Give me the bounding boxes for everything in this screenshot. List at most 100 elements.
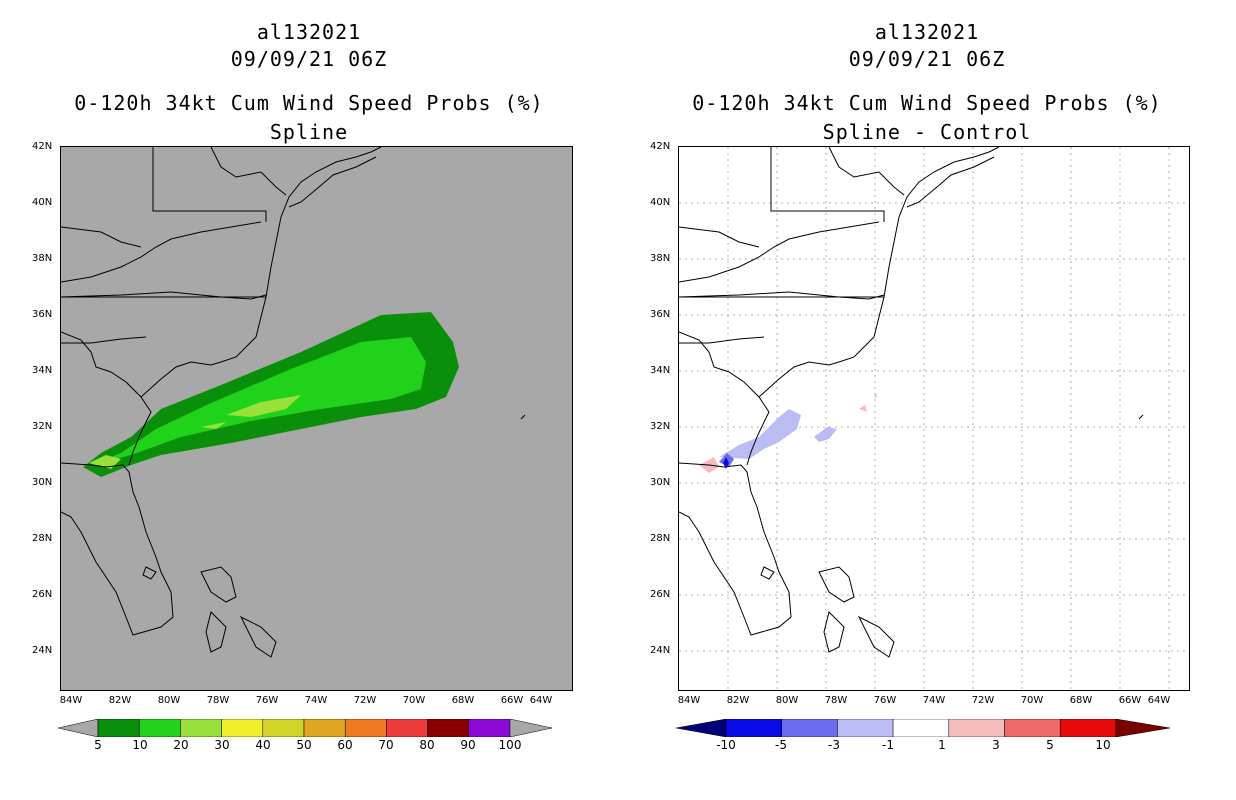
lon-label: 64W	[529, 695, 553, 706]
colorbar-label: -3	[828, 738, 840, 752]
colorbar-cap-low	[58, 719, 99, 737]
colorbar-label: 60	[337, 738, 353, 752]
colorbar-label: 70	[378, 738, 394, 752]
colorbar-swatch	[262, 719, 305, 737]
colorbar-swatch	[138, 719, 181, 737]
colorbar-label: -5	[775, 738, 787, 752]
colorbar-label: 50	[296, 738, 312, 752]
colorbar-label: -10	[716, 738, 736, 752]
lon-label: 70W	[402, 695, 426, 706]
colorbar-cap-high	[1115, 719, 1171, 737]
lon-label: 76W	[255, 695, 279, 706]
lon-label: 76W	[873, 695, 897, 706]
colorbar-swatch	[725, 719, 782, 737]
colorbar-label: 100	[498, 738, 522, 752]
lat-label: 32N	[650, 421, 671, 432]
lat-label: 34N	[650, 365, 671, 376]
storm-id-title: al132021	[874, 20, 980, 44]
map-canvas	[61, 147, 526, 658]
lat-label: 26N	[650, 589, 671, 600]
colorbar-swatch	[1004, 719, 1061, 737]
colorbar-cap-high	[509, 719, 553, 737]
storm-id-title: al132021	[256, 20, 362, 44]
lat-label: 36N	[32, 309, 53, 320]
lon-label: 82W	[726, 695, 750, 706]
contour-20-30	[226, 395, 301, 417]
product-subtitle: Spline - Control	[822, 120, 1032, 144]
lon-label: 66W	[500, 695, 524, 706]
colorbar-swatch	[386, 719, 428, 737]
contour-minus-1-to-minus-3b	[814, 427, 837, 442]
product-title: 0-120h 34kt Cum Wind Speed Probs (%)	[74, 91, 544, 115]
colorbar-label: -1	[882, 738, 894, 752]
colorbar-label: 10	[1095, 738, 1111, 752]
difference-map	[678, 146, 1190, 691]
lon-label: 70W	[1020, 695, 1044, 706]
lon-label: 78W	[206, 695, 230, 706]
colorbar-swatch	[837, 719, 894, 737]
colorbar-label: 80	[419, 738, 435, 752]
colorbar	[676, 719, 1171, 737]
lon-label: 72W	[971, 695, 995, 706]
lon-label: 74W	[922, 695, 946, 706]
lat-label: 30N	[32, 477, 53, 488]
contour-plus-1b	[859, 405, 867, 412]
lon-label: 66W	[1118, 695, 1142, 706]
contour-minus-10	[723, 457, 729, 469]
product-title: 0-120h 34kt Cum Wind Speed Probs (%)	[692, 91, 1162, 115]
coastlines	[61, 147, 526, 658]
lon-label: 80W	[157, 695, 181, 706]
gridlines	[679, 147, 1189, 690]
colorbar-label: 3	[992, 738, 1000, 752]
colorbar-swatch	[781, 719, 838, 737]
lon-label: 68W	[1069, 695, 1093, 706]
lon-label: 64W	[1147, 695, 1171, 706]
map-canvas	[679, 147, 1189, 690]
lon-label: 84W	[59, 695, 83, 706]
lat-label: 38N	[650, 253, 671, 264]
difference-contours	[699, 393, 877, 473]
colorbar-swatch	[468, 719, 511, 737]
colorbar-swatch	[948, 719, 1005, 737]
colorbar-swatches	[725, 719, 1117, 737]
contour-20-30b	[201, 422, 226, 429]
colorbar-swatch	[97, 719, 140, 737]
lon-label: 80W	[775, 695, 799, 706]
lat-label: 40N	[650, 197, 671, 208]
colorbar-cap-low	[676, 719, 727, 737]
colorbar-swatch	[344, 719, 387, 737]
colorbar-label: 1	[938, 738, 946, 752]
datetime-title: 09/09/21 06Z	[848, 47, 1006, 71]
lat-label: 28N	[650, 533, 671, 544]
probability-contours	[83, 312, 459, 477]
lon-label: 68W	[451, 695, 475, 706]
lat-label: 42N	[650, 141, 671, 152]
colorbar-swatch	[1059, 719, 1117, 737]
lat-label: 26N	[32, 589, 53, 600]
lat-label: 38N	[32, 253, 53, 264]
right-panel: al132021 09/09/21 06Z 0-120h 34kt Cum Wi…	[618, 0, 1236, 800]
lat-label: 30N	[650, 477, 671, 488]
lon-label: 72W	[353, 695, 377, 706]
colorbar-swatch	[892, 719, 950, 737]
product-subtitle: Spline	[269, 120, 349, 144]
lat-label: 36N	[650, 309, 671, 320]
contour-plus-1c	[874, 393, 877, 399]
lat-label: 28N	[32, 533, 53, 544]
colorbar-label: 30	[214, 738, 230, 752]
colorbar	[58, 719, 553, 737]
lat-label: 40N	[32, 197, 53, 208]
lat-label: 24N	[650, 645, 671, 656]
colorbar-swatches	[97, 719, 511, 737]
probability-map	[60, 146, 573, 691]
colorbar-swatch	[427, 719, 470, 737]
lat-label: 32N	[32, 421, 53, 432]
lon-label: 82W	[108, 695, 132, 706]
datetime-title: 09/09/21 06Z	[230, 47, 388, 71]
colorbar-label: 40	[255, 738, 271, 752]
coastlines	[679, 147, 1144, 658]
lon-label: 84W	[677, 695, 701, 706]
colorbar-swatch	[221, 719, 264, 737]
lon-label: 74W	[304, 695, 328, 706]
colorbar-swatch	[180, 719, 222, 737]
